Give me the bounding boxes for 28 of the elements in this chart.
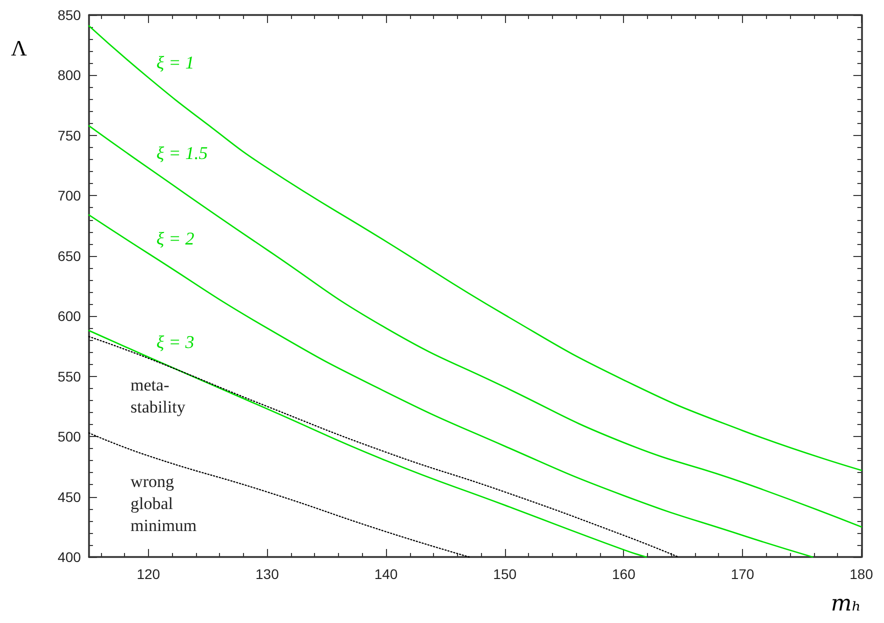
- series-label: ξ = 1: [156, 52, 194, 73]
- x-tick-label: 120: [136, 566, 160, 582]
- y-tick-label: 500: [58, 428, 82, 445]
- series-label: ξ = 2: [156, 228, 194, 248]
- y-tick-label: 450: [58, 488, 82, 505]
- y-tick-label: 600: [58, 308, 82, 324]
- annotation: meta- stability: [130, 375, 186, 416]
- y-tick-label: 400: [58, 549, 82, 565]
- x-tick-label: 150: [493, 566, 517, 582]
- annotation: wrong global minimum: [130, 472, 197, 535]
- y-tick-label: 750: [58, 127, 82, 144]
- x-tick-label: 170: [730, 566, 754, 582]
- x-tick-label: 140: [374, 566, 398, 582]
- series-label: ξ = 3: [156, 332, 194, 352]
- y-tick-label: 800: [58, 67, 82, 84]
- x-tick-label: 160: [612, 566, 636, 582]
- x-tick-label: 130: [256, 566, 280, 582]
- y-axis-title: Λ: [11, 36, 27, 60]
- line-series: [88, 214, 814, 558]
- y-tick-label: 650: [58, 248, 82, 264]
- y-tick-label: 550: [58, 368, 82, 384]
- line-series: [88, 25, 862, 471]
- x-axis-title: mₕ: [830, 592, 862, 616]
- y-tick-label: 850: [58, 7, 82, 23]
- line-series: [88, 432, 470, 558]
- y-tick-label: 700: [58, 188, 82, 204]
- series-label: ξ = 1.5: [156, 142, 208, 163]
- x-tick-label: 180: [850, 566, 874, 582]
